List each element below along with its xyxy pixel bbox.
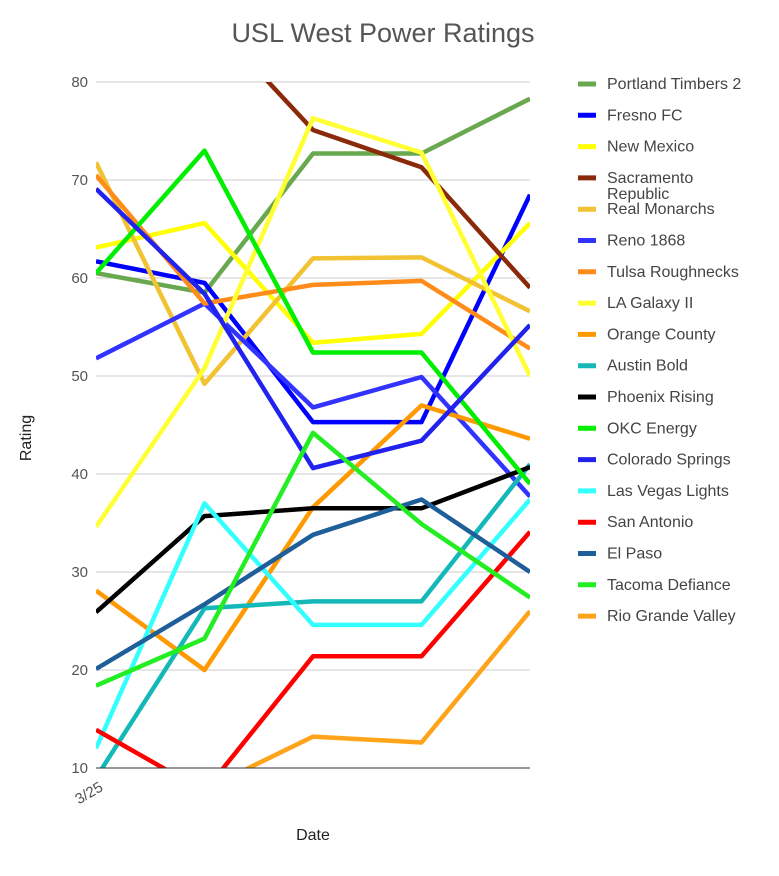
series-line-san-antonio [96,530,530,768]
legend-label-san-antonio: San Antonio [607,514,693,531]
series-line-tacoma-defiance [96,430,530,688]
legend-label-new-mexico: New Mexico [607,139,694,156]
y-tick-label: 60 [71,270,88,287]
series-line-real-monarchs [96,161,530,387]
legend-label-fresno-fc: Fresno FC [607,107,683,124]
y-tick-label: 70 [71,172,88,189]
y-axis-ticks: 10 20 30 40 50 60 70 80 [71,74,88,777]
series-line-austin-bold [99,462,530,768]
grid-layer [96,81,530,671]
series-line-las-vegas-lights [96,498,530,750]
legend-label-rio-grande-valley: Rio Grande Valley [607,608,736,625]
legend-label-reno-1868: Reno 1868 [607,233,685,250]
legend-label-el-paso: El Paso [607,546,662,563]
y-tick-label: 10 [71,760,88,777]
y-tick-label: 20 [71,662,88,679]
legend-label-austin-bold: Austin Bold [607,358,688,375]
legend-label-tulsa-roughnecks: Tulsa Roughnecks [607,264,739,281]
series-line-rio-grande-valley [243,609,530,768]
legend-label-okc-energy: OKC Energy [607,420,697,437]
x-axis-title: Date [296,827,330,844]
x-tick-label: 3/25 [72,779,106,808]
legend-label-portland-timbers-2: Portland Timbers 2 [607,76,741,93]
legend-label-colorado-springs: Colorado Springs [607,452,731,469]
legend: Portland Timbers 2 Fresno FC New Mexico Sac… [578,76,741,625]
y-tick-label: 30 [71,564,88,581]
x-axis-ticks: 3/25 [72,779,106,808]
legend-label-las-vegas-lights: Las Vegas Lights [607,483,729,500]
series-line-portland-timbers-2 [96,96,530,295]
series-line-el-paso [96,497,530,671]
series-layer [96,82,530,768]
series-line-phoenix-rising [96,464,530,614]
legend-label-sacramento-republic: Sacramento Republic [607,170,693,203]
legend-label-orange-county: Orange County [607,326,716,343]
legend-label-tacoma-defiance: Tacoma Defiance [607,577,731,594]
series-line-colorado-springs [96,187,530,471]
series-line-fresno-fc [96,193,530,425]
legend-label-phoenix-rising: Phoenix Rising [607,389,714,406]
y-tick-label: 40 [71,466,88,483]
y-tick-label: 80 [71,74,88,91]
chart-title: USL West Power Ratings [231,18,534,48]
y-tick-label: 50 [71,368,88,385]
y-axis-title: Rating [18,415,35,461]
series-line-new-mexico [96,220,530,345]
legend-label-la-galaxy-ii: LA Galaxy II [607,295,693,312]
series-line-okc-energy [96,148,530,486]
legend-label-real-monarchs: Real Monarchs [607,201,715,218]
series-line-sacramento-republic [265,82,530,290]
series-line-la-galaxy-ii [96,116,530,529]
